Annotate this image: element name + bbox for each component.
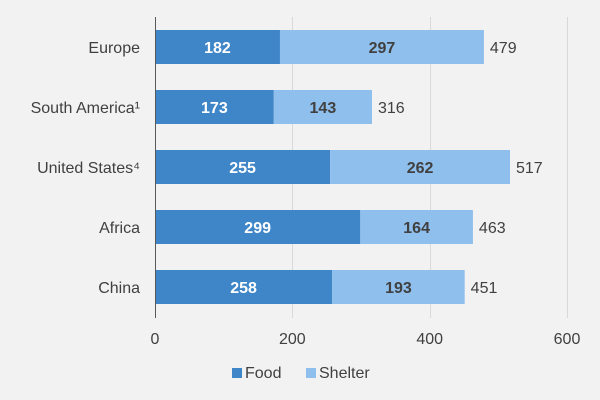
total-label: 451: [471, 280, 498, 297]
bar-shelter: [279, 30, 484, 64]
category-label: Africa: [99, 220, 140, 237]
total-label: 316: [378, 100, 405, 117]
x-tick-label: 400: [416, 331, 443, 348]
bar-shelter: [332, 270, 465, 304]
labels: 182 297 479 Europe 173 143 316 South America¹ 25…: [31, 40, 543, 297]
x-axis-ticks: 0 200 400 600: [151, 331, 581, 348]
bar-food: [155, 90, 274, 124]
bar-food: [155, 210, 361, 244]
bar-food: [155, 30, 280, 64]
data-label-food: 182: [204, 40, 231, 57]
data-label-shelter: 262: [407, 160, 434, 177]
total-label: 479: [490, 40, 517, 57]
x-tick-label: 200: [279, 331, 306, 348]
bar-shelter: [330, 150, 511, 184]
data-label-shelter: 143: [310, 100, 337, 117]
bar-shelter: [273, 90, 372, 124]
category-label: South America¹: [31, 100, 140, 117]
total-label: 517: [516, 160, 543, 177]
legend-label-food: Food: [245, 365, 281, 382]
data-label-food: 255: [229, 160, 256, 177]
bars: [155, 30, 511, 304]
total-label: 463: [479, 220, 506, 237]
data-label-food: 173: [201, 100, 228, 117]
legend-label-shelter: Shelter: [319, 365, 370, 382]
category-label: China: [98, 280, 140, 297]
data-label-shelter: 193: [385, 280, 412, 297]
bar-shelter: [360, 210, 473, 244]
x-tick-label: 600: [554, 331, 581, 348]
data-label-food: 299: [244, 220, 271, 237]
bar-food: [155, 150, 331, 184]
legend-swatch-food: [232, 368, 242, 378]
category-label: Europe: [88, 40, 140, 57]
bar-food: [155, 270, 333, 304]
data-label-shelter: 297: [369, 40, 396, 57]
x-tick-label: 0: [151, 331, 160, 348]
legend-swatch-shelter: [306, 368, 316, 378]
legend: Food Shelter: [232, 365, 370, 382]
category-label: United States⁴: [37, 160, 140, 177]
data-label-shelter: 164: [403, 220, 430, 237]
data-label-food: 258: [230, 280, 257, 297]
